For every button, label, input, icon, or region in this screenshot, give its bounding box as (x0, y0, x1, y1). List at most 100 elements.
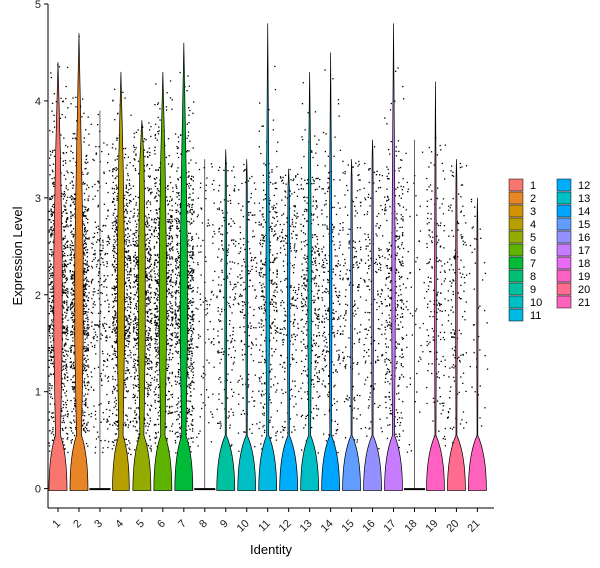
legend-label-20: 20 (578, 284, 590, 296)
legend-item-5: 5 (508, 230, 536, 244)
legend-item-19: 19 (556, 269, 590, 283)
x-axis-title: Identity (250, 542, 292, 557)
legend-label-12: 12 (578, 180, 590, 192)
legend-swatch-8 (508, 269, 524, 283)
y-tick-label-0: 0 (35, 484, 41, 496)
points-3 (90, 113, 111, 454)
y-axis-title: Expression Level (10, 206, 25, 305)
x-tick-label-15: 15 (340, 518, 357, 535)
legend-label-19: 19 (578, 271, 590, 283)
points-19 (426, 137, 446, 453)
violin-17 (384, 23, 403, 491)
legend-item-7: 7 (508, 256, 536, 270)
legend-item-16: 16 (556, 230, 590, 244)
legend-label-1: 1 (530, 180, 536, 192)
legend-item-17: 17 (556, 243, 590, 257)
x-tick-label-11: 11 (256, 518, 273, 535)
x-tick-label-18: 18 (402, 518, 419, 535)
legend-item-6: 6 (508, 243, 536, 257)
legend-label-14: 14 (578, 206, 590, 218)
legend-swatch-21 (556, 295, 572, 309)
legend-swatch-3 (508, 204, 524, 218)
x-tick-label-3: 3 (92, 518, 105, 531)
violin-2 (69, 33, 89, 491)
points-14 (321, 69, 342, 454)
legend-swatch-14 (556, 204, 572, 218)
points-9 (216, 162, 237, 448)
y-tick-label-1: 1 (35, 387, 41, 399)
y-tick-label-5: 5 (35, 0, 41, 11)
legend-label-18: 18 (578, 258, 590, 270)
legend-swatch-17 (556, 243, 572, 257)
legend-item-1: 1 (508, 178, 536, 192)
legend-item-8: 8 (508, 269, 536, 283)
x-tick-label-16: 16 (361, 518, 378, 535)
violin-13 (300, 71, 319, 491)
legend-swatch-12 (556, 178, 572, 192)
x-tick-label-2: 2 (71, 518, 84, 531)
violin-3 (89, 488, 111, 491)
legend-item-4: 4 (508, 217, 536, 231)
violin-21 (468, 197, 487, 491)
y-tick-label-3: 3 (35, 193, 41, 205)
violin-18 (403, 488, 425, 491)
x-tick-label-1: 1 (50, 518, 63, 531)
legend-label-8: 8 (530, 271, 536, 283)
legend-swatch-7 (508, 256, 524, 270)
violins (48, 23, 487, 491)
violin-8 (194, 488, 216, 491)
x-tick-label-9: 9 (218, 518, 231, 531)
x-tick-label-6: 6 (155, 518, 168, 531)
x-tick-label-12: 12 (277, 518, 294, 535)
legend-item-9: 9 (508, 282, 536, 296)
violin-7 (174, 42, 194, 491)
x-tick-label-4: 4 (113, 518, 126, 531)
legend-label-3: 3 (530, 206, 536, 218)
legend-swatch-9 (508, 282, 524, 296)
legend-label-13: 13 (578, 193, 590, 205)
y-tick-label-2: 2 (35, 290, 41, 302)
legend-label-11: 11 (530, 310, 541, 322)
legend-label-21: 21 (578, 297, 590, 309)
legend-label-17: 17 (578, 245, 590, 257)
legend-swatch-5 (508, 230, 524, 244)
legend-swatch-13 (556, 191, 572, 205)
violin-14 (321, 52, 340, 491)
points-21 (468, 198, 489, 427)
legend-label-4: 4 (530, 219, 536, 231)
legend-swatch-20 (556, 282, 572, 296)
legend-swatch-18 (556, 256, 572, 270)
x-tick-label-8: 8 (197, 518, 210, 531)
legend-swatch-11 (508, 308, 524, 322)
points-12 (279, 168, 300, 455)
violin-15 (342, 159, 361, 491)
legend-item-14: 14 (556, 204, 590, 218)
violin-12 (279, 168, 299, 491)
legend-label-5: 5 (530, 232, 536, 244)
legend-label-16: 16 (578, 232, 590, 244)
x-tick-label-5: 5 (134, 518, 147, 531)
legend-item-21: 21 (556, 295, 590, 309)
violin-1 (48, 62, 68, 491)
legend-label-2: 2 (530, 193, 536, 205)
legend-item-11: 11 (508, 308, 541, 322)
legend-label-6: 6 (530, 245, 536, 257)
violin-20 (447, 159, 466, 491)
x-tick-label-14: 14 (319, 518, 336, 535)
x-tick-label-20: 20 (444, 518, 461, 535)
legend-item-15: 15 (556, 217, 590, 231)
legend-swatch-1 (508, 178, 524, 192)
legend-swatch-10 (508, 295, 524, 309)
points-20 (446, 162, 468, 453)
violin-6 (153, 71, 173, 491)
x-tick-label-10: 10 (235, 518, 252, 535)
violin-5 (132, 120, 152, 491)
violin-11 (258, 23, 278, 491)
violin-19 (426, 81, 445, 491)
legend-label-7: 7 (530, 258, 536, 270)
legend-swatch-16 (556, 230, 572, 244)
legend-item-2: 2 (508, 191, 536, 205)
x-tick-label-7: 7 (176, 518, 189, 531)
legend-item-10: 10 (508, 295, 542, 309)
